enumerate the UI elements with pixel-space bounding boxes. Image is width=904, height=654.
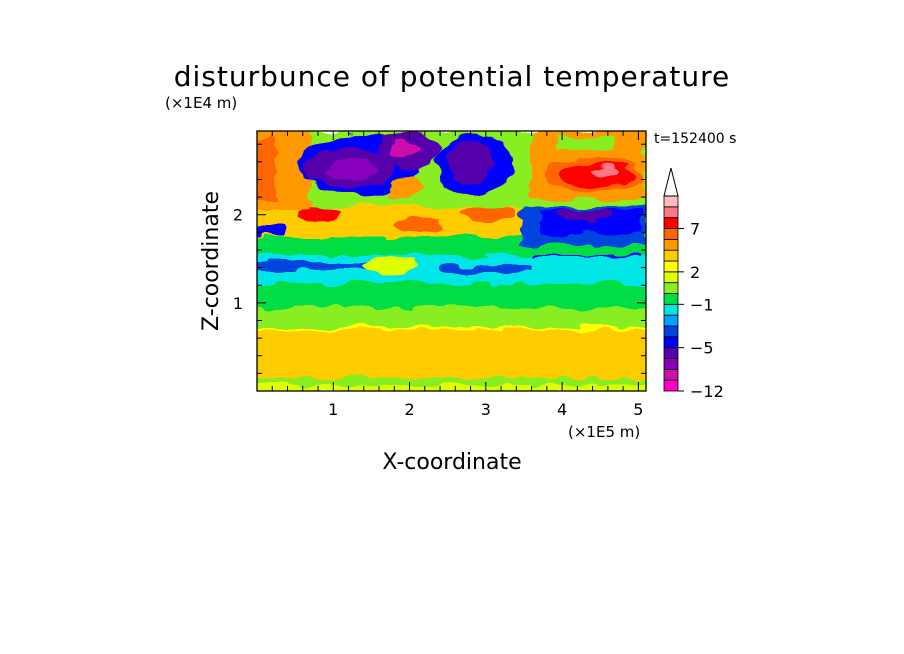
colorbar-swatch — [663, 293, 679, 305]
x-tick-label: 1 — [328, 400, 338, 419]
colorbar-swatch — [663, 249, 679, 262]
colorbar-swatch — [663, 303, 679, 316]
colorbar: 7 2 −1 −5 −12 — [663, 167, 724, 401]
colorbar-swatch — [663, 228, 679, 240]
colorbar-swatch — [663, 260, 679, 273]
y-unit-label: (×1E4 m) — [165, 94, 237, 112]
colorbar-swatch — [663, 347, 679, 359]
colorbar-extend-arrow — [663, 167, 679, 197]
x-tick-label: 4 — [557, 400, 567, 419]
colorbar-swatch — [663, 368, 679, 381]
x-tick-label: 2 — [404, 400, 414, 419]
heatmap-field — [257, 131, 646, 391]
colorbar-swatch — [663, 282, 679, 294]
colorbar-swatch — [663, 358, 679, 370]
colorbar-label: 2 — [690, 263, 700, 282]
y-axis-label: Z-coordinate — [199, 191, 224, 331]
x-axis-ticks: 1 2 3 4 5 — [271, 131, 643, 419]
colorbar-label: −5 — [690, 339, 714, 358]
colorbar-swatch — [663, 336, 679, 349]
colorbar-swatch — [663, 271, 679, 284]
colorbar-swatch — [663, 206, 679, 219]
plot-area-frame — [256, 130, 647, 392]
colorbar-swatch — [663, 238, 679, 251]
colorbar-swatch — [663, 314, 679, 327]
chart-title: disturbunce of potential temperature — [174, 60, 731, 93]
x-unit-label: (×1E5 m) — [568, 423, 640, 441]
y-tick-label: 2 — [233, 206, 243, 225]
x-axis-label: X-coordinate — [382, 450, 521, 475]
y-axis-ticks: 12 — [233, 143, 646, 374]
x-tick-label: 3 — [481, 400, 491, 419]
colorbar-swatch — [663, 379, 679, 392]
y-tick-label: 1 — [233, 294, 243, 313]
colorbar-swatch — [663, 195, 679, 208]
time-label: t=152400 s — [654, 131, 736, 147]
colorbar-swatch — [663, 325, 679, 338]
colorbar-label: 7 — [690, 220, 700, 239]
x-tick-label: 5 — [633, 400, 643, 419]
colorbar-swatch — [663, 217, 679, 229]
colorbar-label: −12 — [690, 382, 724, 401]
colorbar-label: −1 — [690, 295, 714, 314]
